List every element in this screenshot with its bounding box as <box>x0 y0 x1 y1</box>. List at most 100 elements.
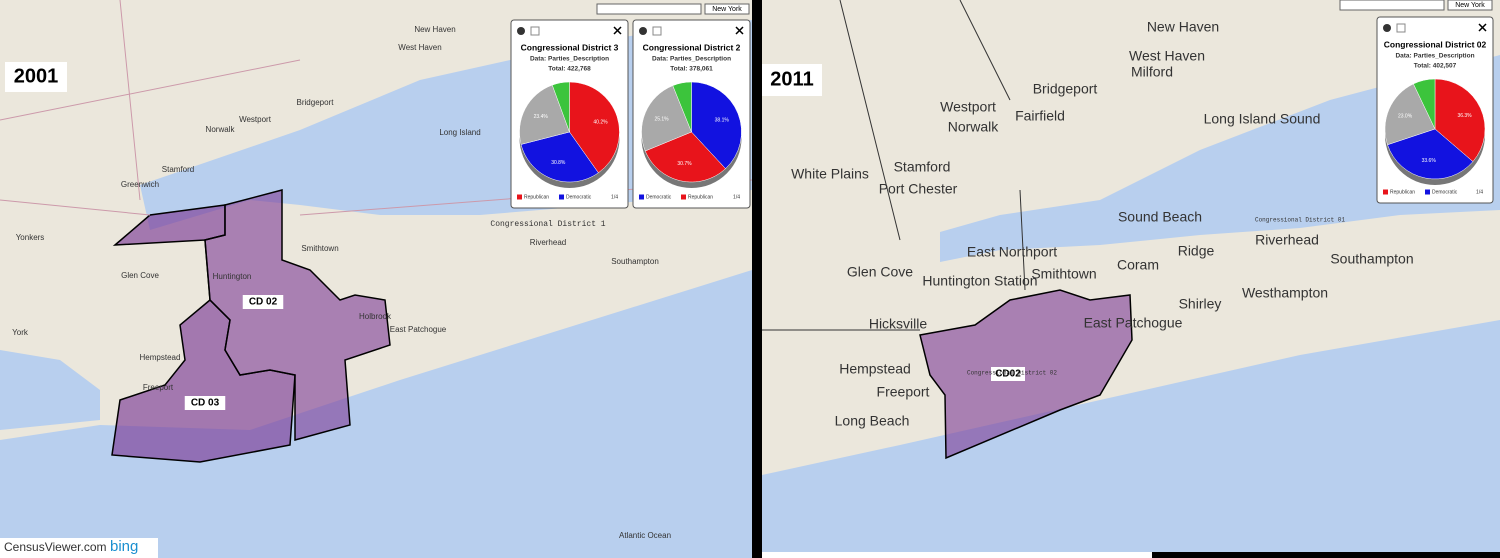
popup: Congressional District 2 Data: Parties_De… <box>632 19 751 209</box>
place-label: Greenwich <box>121 180 159 189</box>
district-label: CD02 <box>995 369 1021 380</box>
place-label: White Plains <box>791 166 869 182</box>
legend-label: Democratic <box>566 194 592 200</box>
place-label: Sound Beach <box>1118 209 1202 225</box>
legend-page[interactable]: 1/4 <box>733 194 740 200</box>
popup-total: Total: 378,061 <box>670 66 713 73</box>
place-label: Westhampton <box>1242 285 1328 301</box>
search-box[interactable] <box>596 3 702 15</box>
right-map <box>762 0 1500 558</box>
place-label: Huntington Station <box>922 273 1037 289</box>
footer-box <box>0 538 158 558</box>
place-label: Coram <box>1117 257 1159 273</box>
pie-slice <box>641 85 692 152</box>
close-button[interactable] <box>1478 23 1487 32</box>
ocean-water <box>0 270 752 558</box>
legend-label: Democratic <box>646 194 672 200</box>
popup-data: Data: Parties_Description <box>530 56 609 63</box>
slice-label: 25.1% <box>654 117 669 123</box>
place-label: Port Chester <box>879 181 958 197</box>
place-label: Stamford <box>894 159 951 175</box>
chart-button[interactable] <box>1383 24 1391 32</box>
status-bar <box>762 552 1152 558</box>
year-label: 2001 <box>14 65 59 87</box>
place-label: Glen Cove <box>121 271 159 280</box>
legend-label: Republican <box>688 194 713 200</box>
legend-page[interactable]: 1/4 <box>611 194 618 200</box>
place-label: Long Island Sound <box>1204 111 1321 127</box>
place-label: Hempstead <box>839 361 911 377</box>
pie-slice <box>672 81 692 133</box>
table-button[interactable] <box>652 26 662 36</box>
close-button[interactable] <box>735 26 744 35</box>
place-label: York <box>12 328 29 337</box>
slice-label: 40.2% <box>593 119 608 125</box>
pie-slice <box>1434 78 1486 162</box>
legend-label: Democratic <box>1432 189 1458 195</box>
place-label: Norwalk <box>206 125 236 134</box>
legend-swatch <box>559 194 564 200</box>
place-label: Freeport <box>877 384 930 400</box>
table-button[interactable] <box>1396 23 1406 33</box>
region-dropdown[interactable] <box>1447 0 1493 11</box>
chart-button[interactable] <box>517 27 525 35</box>
popup-title: Congressional District 3 <box>521 42 619 52</box>
place-label: New Haven <box>414 25 455 34</box>
year-label: 2011 <box>770 68 813 90</box>
place-label: Smithtown <box>301 244 338 253</box>
legend-swatch <box>639 194 644 200</box>
slice-label: 30.7% <box>677 161 692 167</box>
year-box <box>762 64 822 96</box>
popup-data: Data: Parties_Description <box>652 56 731 63</box>
place-label: New Haven <box>1147 19 1219 35</box>
district-label: CD 03 <box>191 398 220 409</box>
panel-overlay: 2001 New York New Haven West Haven Bridgepor… <box>12 6 742 540</box>
place-label: Stamford <box>162 165 194 174</box>
place-label: Bridgeport <box>297 98 335 107</box>
place-label: Fairfield <box>1015 108 1065 124</box>
place-label: Freeport <box>143 383 174 392</box>
legend-swatch <box>1425 189 1430 195</box>
legend-label: Republican <box>1390 189 1415 195</box>
place-label: East Patchogue <box>390 325 447 334</box>
search-box[interactable] <box>1339 0 1445 11</box>
popup-title: Congressional District 02 <box>1384 39 1487 49</box>
bay-water <box>0 350 100 430</box>
legend-swatch <box>1383 189 1388 195</box>
legend-label: Republican <box>524 194 549 200</box>
map-provider: bing <box>110 538 138 555</box>
place-label: West Haven <box>1129 48 1205 64</box>
place-label: West Haven <box>398 43 441 52</box>
legend-swatch <box>681 194 686 200</box>
boundaries <box>762 0 1026 331</box>
popup-total: Total: 422,768 <box>548 66 591 73</box>
pie-slice <box>1384 83 1436 146</box>
pie-slice <box>1387 128 1474 180</box>
district-label: Congressional District 1 <box>490 220 605 229</box>
place-label: Southampton <box>611 257 659 266</box>
district-label: Congressional District 01 <box>1255 217 1345 224</box>
slice-label: 36.3% <box>1457 113 1472 119</box>
place-label: Smithtown <box>1031 266 1096 282</box>
legend-page[interactable]: 1/4 <box>1476 189 1483 195</box>
district-label: CD 02 <box>249 297 278 308</box>
place-label: Glen Cove <box>847 264 913 280</box>
sound-water <box>940 55 1500 262</box>
table-button[interactable] <box>530 26 540 36</box>
place-label: Long Island <box>439 128 480 137</box>
slice-label: 33.6% <box>1422 158 1437 164</box>
place-label: Huntington <box>213 272 252 281</box>
region-label: New York <box>712 6 742 13</box>
popup-total: Total: 402,507 <box>1414 63 1457 70</box>
pie-slice <box>551 81 570 133</box>
place-label: Westport <box>940 99 996 115</box>
pie-slice <box>520 131 599 183</box>
close-button[interactable] <box>613 26 622 35</box>
chart-button[interactable] <box>639 27 647 35</box>
region-dropdown[interactable] <box>704 3 750 15</box>
district-label-box <box>991 367 1025 381</box>
place-label: Hicksville <box>869 316 928 332</box>
district-cd2 <box>204 189 391 441</box>
